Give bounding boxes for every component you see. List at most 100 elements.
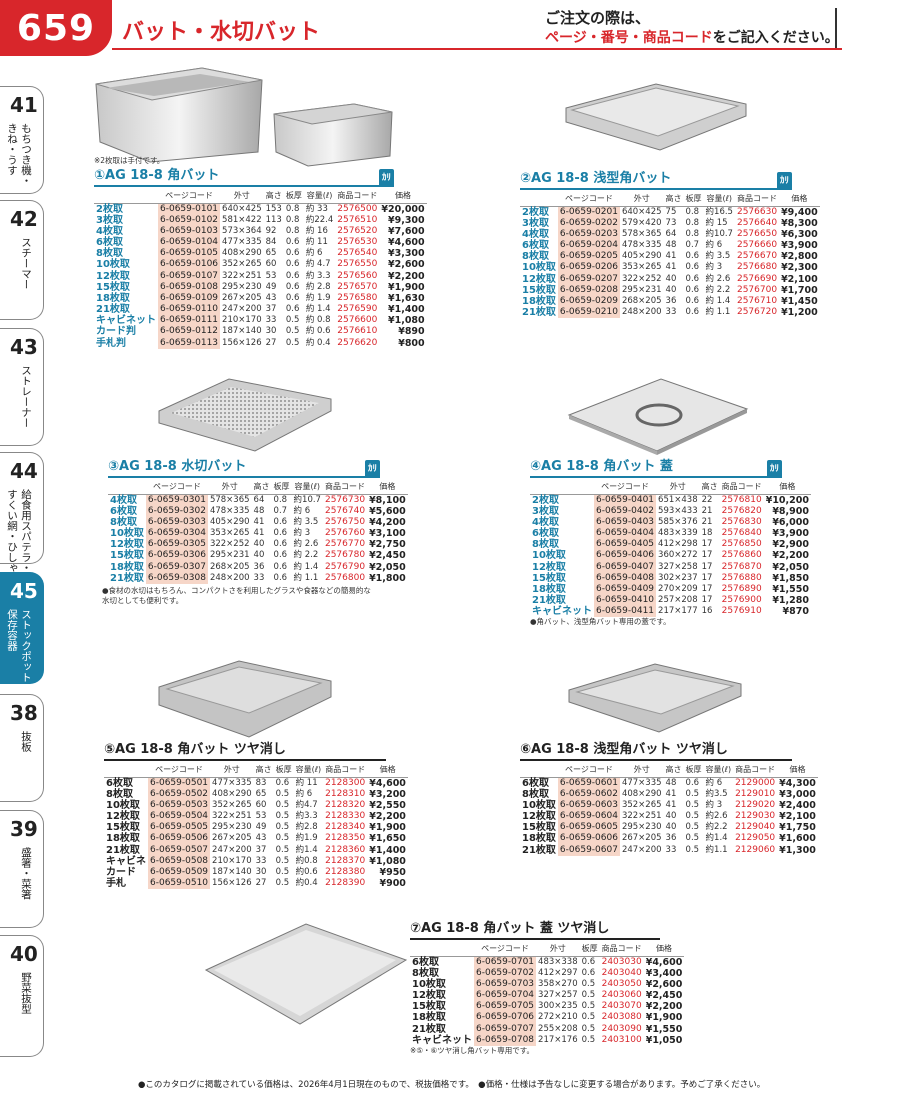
side-tab-41[interactable]: 41 もちつき機・ きね・うす [0,86,44,194]
cell-h: 40 [665,284,677,295]
cell-code: 6-0659-0508 [148,855,211,867]
cell-t: 0.6 [685,273,700,284]
cell-code: 6-0659-0105 [158,248,221,260]
cell-t: 0.5 [581,978,596,989]
section-shallow-tray: ②AG 18-8 浅型角バット ｶﾘ ページコード 外寸 高さ 板厚 容量(ℓ) 商品コード… [520,171,820,319]
table-row: カード判 6-0659-0112 187×140 30 0.5 約 0.6 2576610 ¥… [94,326,427,338]
cell-nm: 15枚取 [110,550,144,562]
cell-h: 64 [665,228,677,239]
side-tab-38[interactable]: 38 抜板 [0,694,44,802]
cell-sz: 295×231 [621,284,662,295]
cell-nm: 6枚取 [522,239,549,251]
side-tab-39[interactable]: 39 盛箸・菜箸 [0,810,44,928]
cell-pr: ¥1,800 [369,572,406,584]
cell-nm: 18枚取 [522,295,556,307]
cell-h: 43 [265,292,277,303]
cell-sz: 248×200 [621,307,662,318]
cell-code: 6-0659-0507 [148,844,211,856]
cell-code: 6-0659-0112 [158,326,221,338]
header-code: ページコード [594,480,657,495]
cell-h: 40 [253,539,265,550]
cell-nm: 2枚取 [96,203,123,215]
cell-sz: 267×205 [222,292,262,303]
cell-nm: 8枚取 [532,539,559,551]
header-height: 高さ [663,192,684,207]
cell-sz: 408×290 [212,788,252,799]
header-thick: 板厚 [273,763,294,778]
cell-t: 0.8 [685,217,700,228]
table-row: 2枚取 6-0659-0101 640×425 153 0.8 約 33 2576500 ¥2… [94,203,427,215]
cell-t: 0.5 [275,822,290,833]
table-row: 8枚取 6-0659-0105 408×290 65 0.6 約 6 2576540 ¥3,3… [94,248,427,260]
cell-c: 約 1.1 [705,307,731,318]
cell-sz: 322×252 [209,539,250,550]
cell-t: 0.5 [275,878,290,889]
side-tab-number: 44 [10,459,38,483]
cell-code: 6-0659-0504 [148,810,211,823]
side-tab-43[interactable]: 43 ストレーナー [0,328,44,446]
cell-code: 6-0659-0302 [145,505,208,517]
cell-code: 6-0659-0207 [557,273,620,285]
side-tab-40[interactable]: 40 野菜抜型 [0,935,44,1057]
side-tab-number: 41 [10,93,38,117]
cell-sz: 327×257 [538,989,578,1000]
side-tab-44[interactable]: 44 給食用スパテラ・ すくい網・ひしゃく [0,452,44,584]
header-pcode: 商品コード [323,763,368,778]
side-tab-label-2: すくい網・ひしゃく [6,489,18,584]
cell-nm: 18枚取 [106,833,140,845]
side-tab-number: 43 [10,335,38,359]
cell-h: 27 [265,337,277,348]
cell-sz: 352×265 [222,259,262,270]
cell-t: 0.5 [581,989,596,1000]
side-tab-45[interactable]: 45 ストックポット・ 保存容器 [0,572,44,693]
cell-code: 6-0659-0505 [148,822,211,834]
cell-pr: ¥2,050 [772,561,809,573]
cell-t: 0.6 [285,270,300,281]
cell-sz: 210×170 [222,315,262,326]
cell-pc: 2576520 [337,225,378,236]
cell-code: 6-0659-0111 [158,315,221,327]
cell-code: 6-0659-0304 [145,527,208,540]
cell-c: 約3.3 [295,810,318,821]
cell-nm: キャビネット [96,315,156,327]
cell-pc: 2576900 [721,595,762,606]
cell-pc: 2129040 [735,822,776,833]
cell-pc: 2128340 [325,822,366,833]
cell-pc: 2576740 [324,505,366,516]
header-code: ページコード [557,192,620,207]
cell-t: 0.6 [285,304,300,315]
cell-nm: 10枚取 [110,527,144,539]
cell-c: 約 2.2 [293,550,319,561]
cell-h: 17 [701,561,713,572]
cell-t: 0.5 [685,844,700,855]
cell-code: 6-0659-0201 [557,206,620,218]
cell-t: 0.6 [273,550,288,561]
cell-pr: ¥9,400 [781,206,818,218]
table-row: 15枚取 6-0659-0408 302×237 17 2576880 ¥1,850 [530,572,811,584]
cell-nm: 2枚取 [522,206,549,218]
cell-pr: ¥20,000 [381,203,425,215]
cell-h: 40 [665,810,677,821]
cell-pr: ¥2,100 [781,273,818,285]
table-row: 18枚取 6-0659-0109 267×205 43 0.6 約 1.9 2576580 ¥… [94,292,427,304]
cell-h: 41 [253,527,265,538]
cell-nm: 12枚取 [96,270,130,282]
header-cap: 容量(ℓ) [291,480,323,495]
cell-code: 6-0659-0404 [594,527,657,540]
cell-t: 0.6 [685,777,700,788]
cell-nm: 21枚取 [522,307,556,319]
cell-nm: 10枚取 [522,262,556,274]
cell-pr: ¥4,600 [369,777,406,789]
side-tab-42[interactable]: 42 スチーマー [0,200,44,320]
header-cap: 容量(ℓ) [703,192,735,207]
cell-nm: 8枚取 [110,516,137,528]
cell-h: 92 [265,225,277,236]
cell-c: 約 1.9 [305,292,331,303]
table-row: 18枚取 6-0659-0307 268×205 36 0.6 約 1.4 2576790 ¥… [108,561,408,573]
cell-nm: 21枚取 [96,304,130,316]
cell-pr: ¥2,200 [772,550,809,562]
cell-code: 6-0659-0702 [474,967,537,979]
header-price: 価格 [367,763,408,778]
cell-c: 約3.5 [705,788,728,799]
cell-h: 41 [665,262,677,273]
